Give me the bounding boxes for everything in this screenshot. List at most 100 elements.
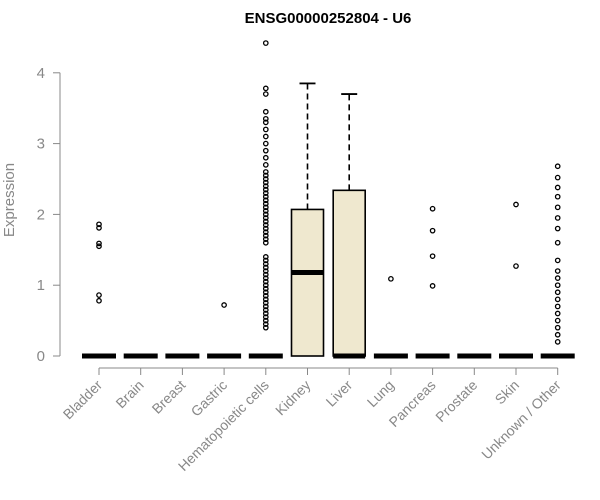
outlier-point: [554, 215, 561, 221]
outlier-point: [554, 317, 561, 324]
outlier-point: [554, 268, 561, 274]
outlier-point: [262, 183, 269, 189]
box-group: [248, 40, 283, 359]
outlier-point: [262, 321, 269, 327]
outlier-point: [554, 239, 561, 246]
y-axis: 0 1 2 3 4: [37, 65, 61, 365]
outlier-point: [262, 264, 269, 271]
outlier-point: [96, 225, 102, 231]
outlier-point: [429, 253, 436, 260]
box-group: [540, 163, 575, 359]
outlier-point: [262, 161, 269, 168]
outlier-point: [554, 184, 561, 191]
y-tick-label: 4: [37, 65, 45, 82]
outlier-point: [429, 283, 436, 289]
outlier-point: [262, 193, 269, 200]
outlier-point: [262, 239, 269, 246]
outlier-point: [262, 307, 269, 313]
outlier-point: [554, 193, 561, 200]
outlier-point: [554, 289, 561, 296]
outlier-point: [554, 310, 561, 317]
outlier-point: [554, 174, 561, 181]
y-axis-label: Expression: [1, 163, 18, 237]
outlier-point: [262, 310, 269, 317]
outlier-point: [262, 268, 269, 274]
outlier-point: [262, 218, 269, 225]
outlier-point: [262, 275, 269, 281]
y-tick-label: 2: [37, 206, 45, 223]
outlier-point: [262, 172, 269, 179]
outlier-point: [96, 221, 102, 228]
outlier-point: [262, 300, 269, 306]
outlier-point: [262, 190, 269, 197]
outlier-point: [262, 314, 269, 320]
outlier-point: [554, 324, 561, 331]
y-tick-label: 1: [37, 277, 45, 294]
outlier-point: [262, 154, 269, 161]
outlier-point: [96, 240, 102, 247]
outlier-point: [262, 204, 269, 211]
outlier-point: [554, 303, 561, 310]
outlier-point: [262, 208, 269, 214]
outlier-point: [262, 200, 269, 207]
outlier-point: [554, 338, 561, 345]
outlier-point: [262, 271, 269, 278]
outlier-point: [262, 85, 269, 92]
outlier-point: [262, 225, 269, 232]
outlier-point: [262, 211, 269, 218]
outlier-point: [96, 297, 102, 304]
outlier-point: [262, 296, 269, 303]
outlier-point: [262, 115, 269, 122]
outlier-point: [262, 282, 269, 289]
x-tick-label: Lung: [364, 377, 397, 410]
outlier-point: [388, 275, 394, 282]
box-group: [290, 82, 325, 357]
box-group: [82, 221, 116, 359]
outlier-point: [262, 317, 269, 324]
x-tick-label: Liver: [323, 377, 356, 410]
x-tick-label: Prostate: [432, 377, 480, 425]
outlier-point: [262, 176, 269, 182]
x-tick-label: Bladder: [60, 377, 106, 423]
outlier-point: [554, 296, 561, 303]
outlier-point: [262, 133, 269, 140]
outlier-point: [554, 282, 561, 289]
outlier-point: [554, 257, 561, 264]
outlier-point: [554, 275, 561, 281]
x-tick-label: Breast: [149, 377, 189, 417]
outlier-point: [262, 197, 269, 204]
box: [290, 208, 325, 357]
outlier-point: [262, 215, 269, 221]
outlier-point: [221, 302, 227, 308]
outlier-point: [262, 261, 269, 267]
box-group: [415, 205, 450, 359]
outlier-point: [262, 254, 269, 260]
outlier-point: [513, 263, 519, 269]
outlier-point: [96, 292, 102, 298]
outlier-point: [262, 108, 269, 115]
box-group: [373, 275, 408, 359]
outlier-point: [262, 179, 269, 186]
outlier-point: [262, 229, 269, 235]
chart-title: ENSG00000252804 - U6: [245, 10, 412, 27]
outlier-point: [262, 119, 269, 126]
outlier-point: [262, 324, 269, 331]
outlier-point: [554, 163, 561, 170]
x-tick-label: Brain: [112, 377, 146, 411]
outlier-point: [262, 40, 269, 46]
outlier-point: [262, 236, 269, 243]
outlier-point: [262, 186, 269, 193]
outlier-point: [429, 205, 436, 212]
outlier-point: [262, 147, 269, 154]
outlier-point: [262, 91, 269, 97]
outlier-point: [429, 227, 436, 234]
outlier-point: [554, 204, 561, 211]
outlier-point: [262, 222, 269, 228]
outlier-point: [262, 169, 269, 175]
outlier-point: [262, 126, 269, 133]
outlier-point: [262, 285, 269, 292]
outlier-point: [262, 303, 269, 310]
outlier-point: [262, 292, 269, 299]
x-tick-label: Unknown / Other: [478, 377, 564, 463]
y-tick-label: 3: [37, 136, 45, 153]
